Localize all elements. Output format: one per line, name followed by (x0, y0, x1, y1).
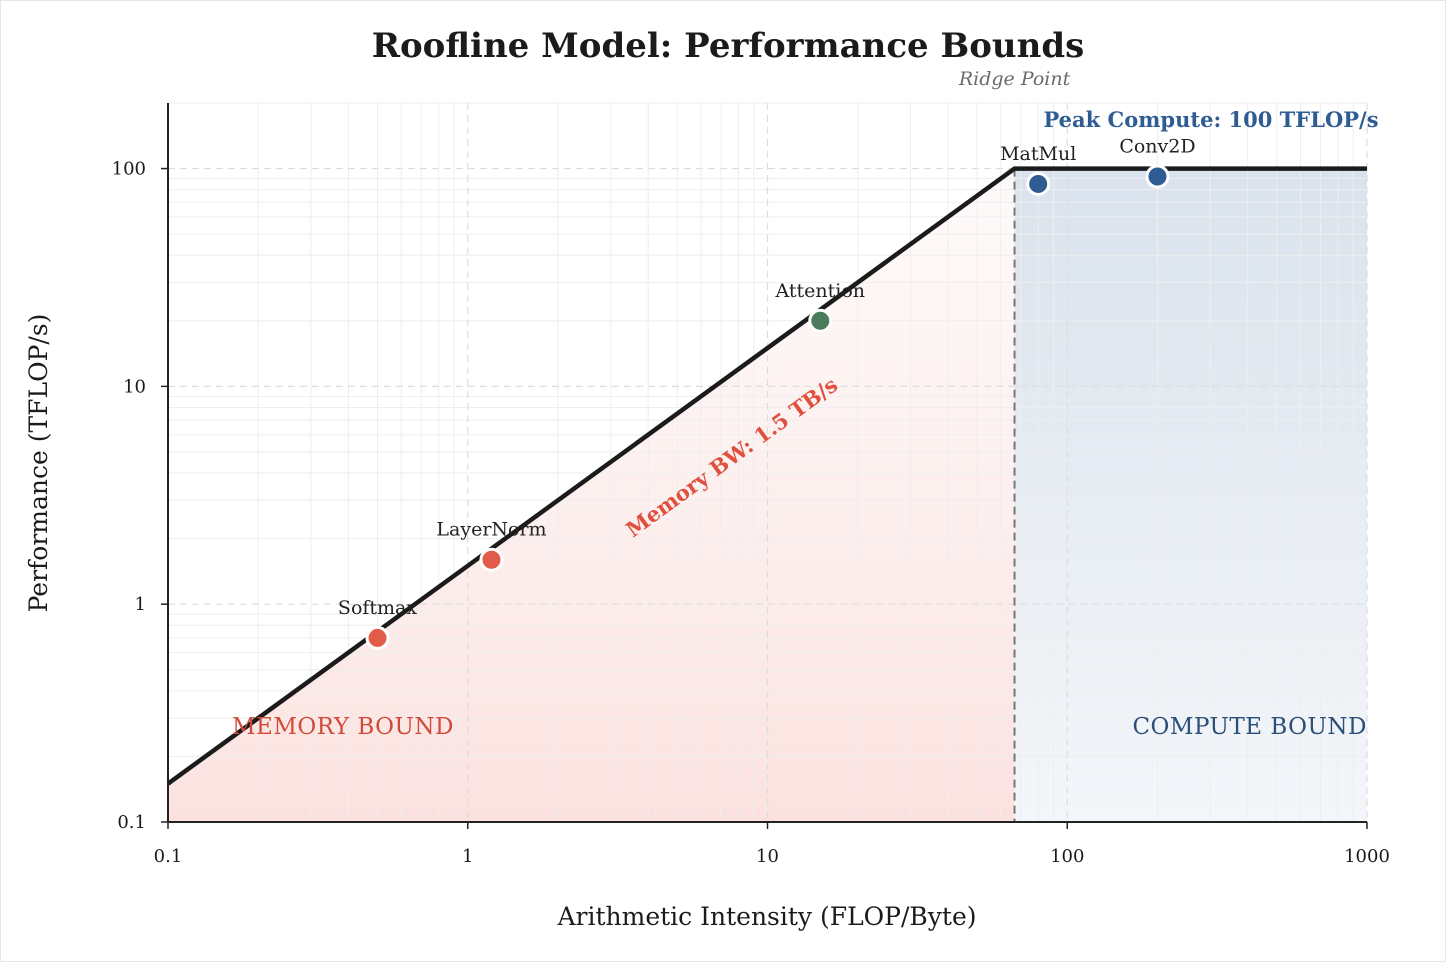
memory-bound-label: MEMORY BOUND (232, 714, 454, 740)
kernel-points: Softmax LayerNorm Attention MatMul Conv2D (338, 135, 1196, 650)
point-label-matmul: MatMul (1000, 143, 1076, 165)
data-point-conv2d[interactable] (1145, 164, 1170, 189)
memory-bound-region (168, 168, 1015, 823)
data-point-layernorm[interactable] (479, 547, 504, 572)
x-tick-label: 0.1 (154, 846, 183, 867)
compute-bound-region (1014, 168, 1367, 823)
y-tick-label: 100 (112, 159, 146, 180)
y-axis-label: Performance (TFLOP/s) (24, 314, 53, 613)
data-point-matmul[interactable] (1026, 171, 1051, 196)
y-tick-label: 0.1 (117, 812, 146, 833)
point-label-softmax: Softmax (338, 597, 417, 619)
x-tick-label: 1 (462, 846, 473, 867)
point-label-attention: Attention (775, 280, 866, 302)
x-tick-label: 10 (756, 846, 779, 867)
y-tick-label: 10 (123, 376, 146, 397)
point-label-conv2d: Conv2D (1119, 135, 1195, 157)
peak-compute-label: Peak Compute: 100 TFLOP/s (1043, 107, 1378, 132)
point-label-layernorm: LayerNorm (436, 519, 546, 541)
x-axis-label: Arithmetic Intensity (FLOP/Byte) (556, 902, 976, 931)
y-axis-ticks: 0.1 1 10 100 (112, 159, 168, 833)
data-point-softmax[interactable] (365, 625, 390, 650)
ridge-point-label: Ridge Point (958, 68, 1071, 90)
chart-title: Roofline Model: Performance Bounds (372, 26, 1085, 66)
x-tick-label: 100 (1050, 846, 1084, 867)
y-tick-label: 1 (135, 594, 146, 615)
data-point-attention[interactable] (808, 308, 833, 333)
x-axis-ticks: 0.1 1 10 100 1000 (154, 822, 1390, 867)
x-tick-label: 1000 (1344, 846, 1390, 867)
compute-bound-label: COMPUTE BOUND (1132, 714, 1367, 740)
roofline-line (166, 166, 1367, 786)
